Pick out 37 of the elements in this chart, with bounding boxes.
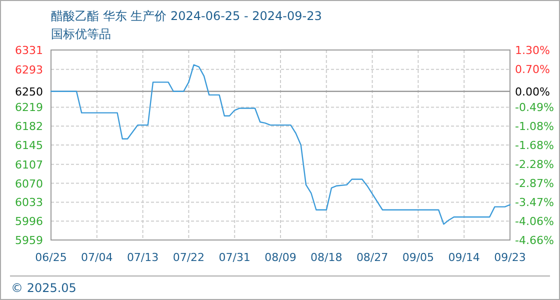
x-tick-label: 09/23 — [494, 251, 526, 264]
x-tick-label: 08/09 — [264, 251, 296, 264]
x-tick-label: 09/05 — [402, 251, 434, 264]
y2-tick-label: -4.66% — [515, 234, 554, 247]
y2-tick-label: 0.00% — [515, 85, 550, 98]
x-tick-label: 07/13 — [126, 251, 159, 264]
y-tick-label: 6033 — [15, 196, 43, 210]
y-tick-label: 6250 — [15, 85, 43, 98]
y-tick-label: 5996 — [15, 215, 43, 228]
y2-tick-label: -3.47% — [515, 196, 554, 210]
text: © 2025.05 — [11, 281, 76, 295]
y2-tick-label: -4.06% — [515, 214, 554, 228]
x-tick-label: 09/14 — [448, 251, 480, 264]
x-tick-label: 08/27 — [356, 251, 388, 264]
y-tick-label: 6107 — [15, 158, 43, 172]
x-tick-label: 06/25 — [35, 251, 67, 264]
x-tick-label: 08/18 — [310, 251, 342, 264]
chart-subtitle: 国标优等品 — [51, 27, 111, 41]
y-tick-label: 6182 — [15, 120, 43, 134]
x-tick-label: 07/31 — [218, 251, 250, 264]
line-series — [50, 64, 511, 225]
y2-tick-label: 1.30% — [515, 44, 550, 57]
y2-tick-label: -2.87% — [515, 176, 554, 190]
y-tick-label: 6070 — [15, 177, 43, 190]
y-tick-label: 5959 — [15, 234, 43, 247]
x-tick-label: 07/04 — [81, 251, 113, 264]
y2-tick-label: -1.08% — [515, 120, 554, 133]
y-tick-label: 6219 — [15, 101, 43, 114]
y2-tick-label: -1.68% — [515, 139, 554, 152]
y2-tick-label: -0.49% — [515, 101, 554, 114]
y2-tick-label: -2.28% — [515, 158, 554, 172]
y2-tick-label: 0.70% — [515, 63, 550, 76]
y-tick-label: 6331 — [15, 44, 43, 57]
y-tick-label: 6293 — [15, 63, 43, 76]
x-tick-label: 07/22 — [172, 251, 205, 264]
y-tick-label: 6145 — [15, 139, 43, 152]
chart-title: 醋酸乙酯 华东 生产价 2024-06-25 - 2024-09-23 — [51, 9, 322, 23]
